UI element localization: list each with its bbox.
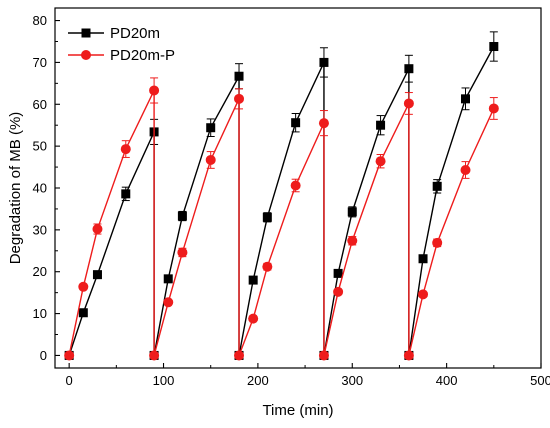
legend-marker-circle — [81, 50, 91, 60]
x-tick-label: 500 — [530, 373, 550, 388]
series-layer — [64, 31, 499, 361]
data-point-circle — [318, 350, 329, 361]
data-point-circle — [92, 224, 103, 235]
data-point-square — [461, 94, 471, 104]
data-point-circle — [234, 350, 245, 361]
plot-frame — [54, 7, 542, 369]
data-point-circle — [347, 235, 358, 246]
data-point-square — [262, 212, 272, 222]
data-point-circle — [262, 261, 273, 272]
data-point-circle — [177, 247, 188, 258]
y-tick-label: 80 — [33, 13, 47, 28]
y-tick-label: 60 — [33, 97, 47, 112]
series-line — [323, 103, 410, 356]
data-point-square — [333, 268, 343, 278]
data-point-circle — [290, 180, 301, 191]
y-tick-label: 10 — [33, 306, 47, 321]
data-point-circle — [234, 93, 245, 104]
data-point-circle — [403, 98, 414, 109]
series-line — [68, 131, 155, 356]
series-line — [238, 62, 325, 356]
data-point-circle — [120, 144, 131, 155]
legend-label: PD20m-P — [110, 47, 175, 64]
data-point-square — [234, 71, 244, 81]
data-point-circle — [318, 118, 329, 129]
legend-marker-square — [81, 28, 91, 38]
data-point-circle — [163, 297, 174, 308]
data-point-square — [78, 308, 88, 318]
data-point-circle — [149, 85, 160, 96]
x-tick-label: 300 — [341, 373, 363, 388]
x-tick-label: 0 — [66, 373, 73, 388]
data-point-square — [432, 181, 442, 191]
series-line — [408, 46, 495, 356]
y-tick-label: 40 — [33, 181, 47, 196]
x-tick-label: 400 — [436, 373, 458, 388]
data-point-square — [121, 189, 131, 199]
data-point-circle — [375, 156, 386, 167]
data-point-square — [376, 120, 386, 130]
data-point-circle — [64, 350, 75, 361]
data-point-square — [248, 275, 258, 285]
data-point-square — [489, 42, 499, 52]
data-point-square — [404, 64, 414, 74]
y-axis-title: Degradation of MB (%) — [7, 112, 24, 265]
data-point-circle — [488, 103, 499, 114]
data-point-circle — [248, 313, 259, 324]
data-point-square — [206, 123, 216, 133]
series-line — [408, 108, 495, 356]
series-PD20m — [64, 31, 499, 360]
data-point-square — [347, 207, 357, 217]
legend: PD20m PD20m-P — [68, 25, 175, 64]
data-point-square — [163, 274, 173, 284]
x-tick-label: 200 — [247, 373, 269, 388]
y-tick-label: 20 — [33, 264, 47, 279]
data-point-square — [418, 254, 428, 264]
data-point-square — [291, 118, 301, 128]
data-point-circle — [333, 286, 344, 297]
y-tick-label: 50 — [33, 139, 47, 154]
data-point-circle — [403, 350, 414, 361]
data-point-circle — [78, 281, 89, 292]
data-point-square — [319, 57, 329, 67]
data-point-circle — [149, 350, 160, 361]
y-tick-label: 0 — [40, 348, 47, 363]
series-line — [153, 98, 240, 356]
data-point-circle — [205, 154, 216, 165]
series-line — [323, 68, 410, 356]
y-tick-label: 30 — [33, 222, 47, 237]
data-point-circle — [418, 289, 429, 300]
data-point-circle — [460, 165, 471, 175]
legend-label: PD20m — [110, 25, 160, 42]
series-PD20m-P — [64, 77, 499, 361]
y-tick-label: 70 — [33, 55, 47, 70]
x-axis-title: Time (min) — [262, 402, 333, 419]
x-tick-label: 100 — [153, 373, 175, 388]
series-line — [153, 75, 240, 356]
data-point-square — [92, 270, 102, 280]
tick-labels: 0 100 200 300 400 500 0 10 20 30 40 50 60 70 80 — [33, 13, 550, 388]
data-point-square — [177, 211, 187, 221]
data-point-circle — [432, 237, 443, 248]
